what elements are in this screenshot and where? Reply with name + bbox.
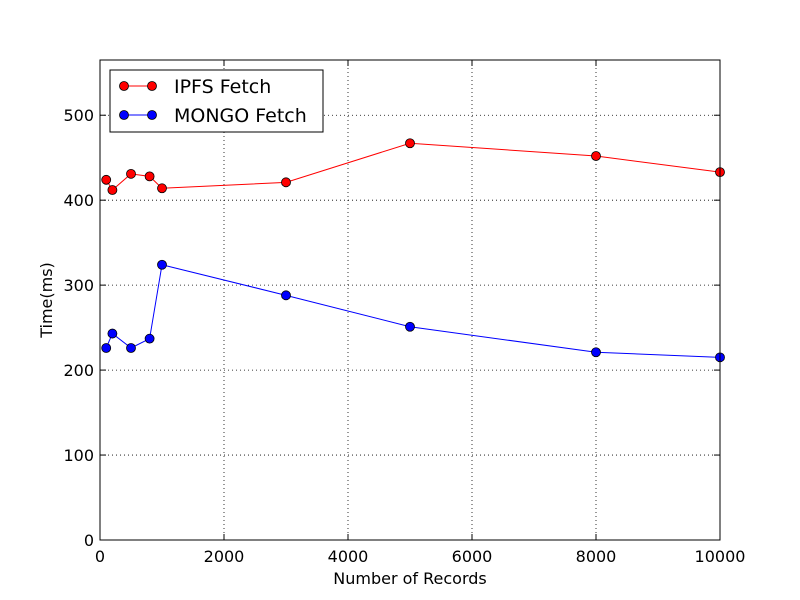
legend-label-mongo: MONGO Fetch xyxy=(174,105,307,127)
data-point-mongo xyxy=(405,321,415,332)
data-point-ipfs xyxy=(101,174,112,185)
data-point-ipfs xyxy=(405,138,415,149)
data-point-ipfs xyxy=(157,183,167,194)
data-point-mongo xyxy=(281,290,291,301)
legend-box xyxy=(109,69,324,133)
y-tick-label: 100 xyxy=(63,446,94,465)
x-tick-label: 6000 xyxy=(452,547,493,566)
data-point-ipfs xyxy=(107,185,118,195)
data-point-mongo xyxy=(101,343,112,353)
legend-marker-mongo-right xyxy=(147,110,157,120)
x-tick-label: 4000 xyxy=(328,547,369,566)
x-tick-label: 10000 xyxy=(695,547,746,566)
plot-area-frame xyxy=(99,59,721,541)
x-tick-label: 2000 xyxy=(204,547,245,566)
data-point-ipfs xyxy=(281,177,291,188)
y-axis-title: Time(ms) xyxy=(37,262,56,339)
data-point-ipfs xyxy=(144,171,155,182)
x-tick-label: 8000 xyxy=(576,547,617,566)
data-point-ipfs xyxy=(591,151,601,161)
x-axis-title: Number of Records xyxy=(333,569,486,588)
y-tick-label: 300 xyxy=(63,276,94,295)
legend-marker-ipfs-right xyxy=(147,81,157,91)
data-point-mongo xyxy=(144,333,155,344)
axis-ticks: 0 2000 4000 6000 8000 10000 0 100 200 300 400 500 xyxy=(63,60,745,566)
y-tick-label: 400 xyxy=(63,191,94,210)
data-point-mongo xyxy=(157,259,167,270)
y-tick-label: 500 xyxy=(63,106,94,125)
data-point-ipfs xyxy=(126,168,136,179)
data-point-mongo xyxy=(107,328,118,339)
x-tick-label: 0 xyxy=(95,547,105,566)
data-point-mongo xyxy=(591,347,601,358)
y-tick-label: 0 xyxy=(84,531,94,550)
y-tick-label: 200 xyxy=(63,361,94,380)
legend-marker-ipfs-left xyxy=(119,81,129,91)
legend-marker-mongo-left xyxy=(119,110,129,120)
data-point-mongo xyxy=(126,343,136,353)
legend: IPFS Fetch MONGO Fetch xyxy=(109,69,324,133)
series-layer xyxy=(101,138,725,363)
legend-label-ipfs: IPFS Fetch xyxy=(174,76,271,98)
